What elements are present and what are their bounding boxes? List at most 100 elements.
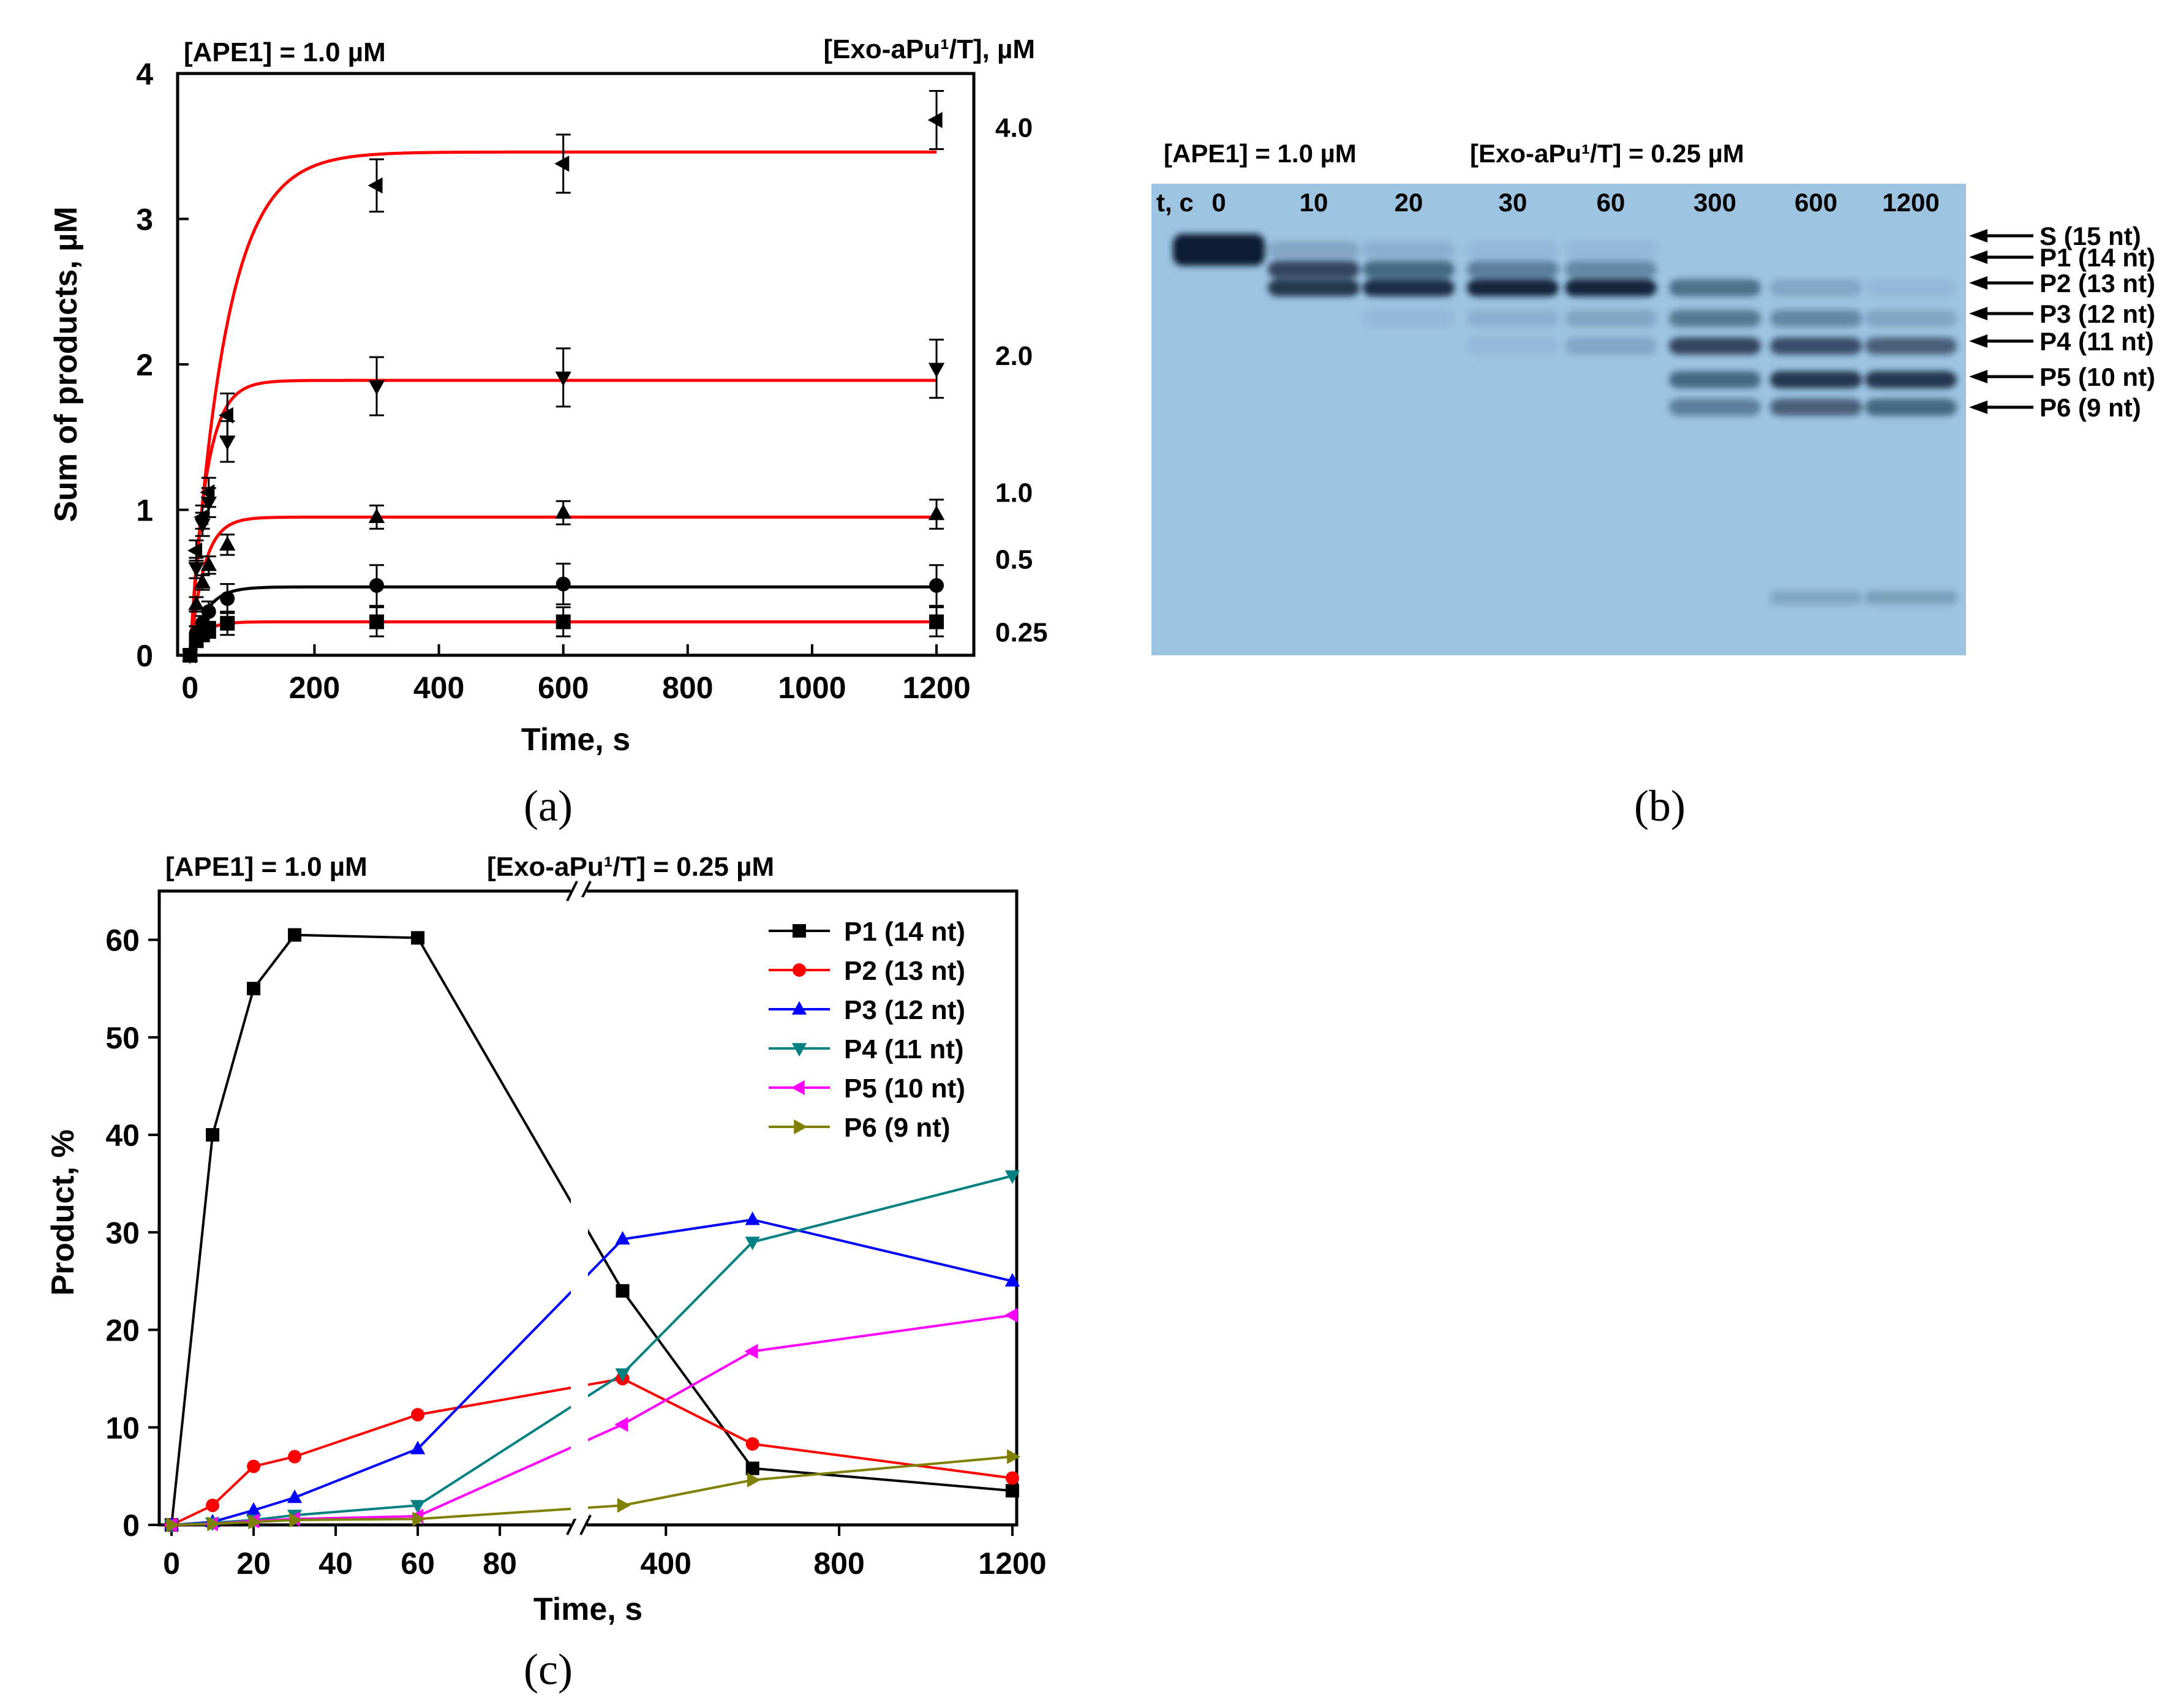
gel-band-label: P5 (10 nt) [2040,363,2155,391]
gel-lane-label: 10 [1300,188,1328,217]
panel-c-data-point [246,1502,262,1516]
panel-a-data-point [928,363,945,378]
panel-c-x-tick-label: 400 [641,1546,691,1581]
gel-band [1268,261,1360,278]
panel-c-data-points [163,928,1021,1533]
panel-a-x-tick-label: 200 [289,671,340,705]
panel-c-data-point [288,1450,302,1464]
panel-c-data-point [615,1368,630,1382]
panel-c-x-tick-label: 20 [236,1546,271,1581]
panel-a-title-left: [APE1] = 1.0 µM [184,37,386,67]
panel-a-x-tick-label: 1000 [778,671,846,705]
panel-c-series-line [171,1175,1013,1526]
panel-a-data-point [369,614,384,630]
panel-c-series-lines [170,897,1013,1526]
gel-band [1865,399,1957,416]
panel-c-data-point [410,1500,426,1514]
panel-a-data-point [555,371,571,386]
gel-band [1565,337,1657,355]
panel-c-y-tick-label: 10 [105,1411,140,1445]
panel-a-y-tick-label: 2 [136,348,153,382]
gel-band [1865,310,1957,327]
panel-c-x-tick-label: 40 [318,1546,353,1581]
panel-c-data-point [411,1408,425,1422]
panel-c-data-point [166,1517,180,1533]
panel-c-data-point [412,1511,426,1527]
panel-c-data-point [411,931,425,945]
panel-c-data-point [744,1344,758,1359]
panel-a-data-point [367,177,383,194]
panel-c-y-tick-label: 40 [105,1118,140,1153]
gel-arrow-head [1969,250,1987,264]
panel-c-series-line [171,1314,1013,1526]
panel-a-series-label: 2.0 [995,341,1033,371]
panel-a-x-axis-label: Time, s [521,722,630,758]
panel-a-x-tick-label: 400 [413,671,464,705]
gel-band [1669,399,1761,416]
panel-a-data-point [200,556,217,571]
panel-a-x-tick-label: 1200 [902,671,970,705]
panel-c-data-point [247,982,261,996]
panel-a-data-point [200,484,215,501]
gel-band-label: S (15 nt) [2040,222,2141,250]
gel-band [1467,279,1559,296]
panel-c-x-tick-label: 800 [813,1546,864,1581]
gel-arrow-head [1969,307,1987,320]
panel-a-data-point [929,578,944,593]
gel-arrow-head [1969,334,1987,348]
panel-a-data-point [201,604,216,619]
gel-lane-label: 0 [1211,188,1226,217]
panel-c-data-point [617,1498,631,1513]
panel-c-data-point [247,1459,261,1473]
gel-band-arrows: S (15 nt)P1 (14 nt)P2 (13 nt)P3 (12 nt)P… [1969,222,2155,422]
gel-band [1363,279,1455,296]
gel-band-label: P3 (12 nt) [2040,299,2155,328]
panel-c-series-line [171,1218,1013,1526]
panel-c-y-tick-label: 30 [105,1216,140,1250]
panel-c-series-line [170,933,1013,1526]
panel-c-data-point [615,1231,630,1245]
panel-c-y-axis-label: Product, % [45,1129,81,1296]
panel-a-data-point [927,111,943,129]
gel-band-label: P6 (9 nt) [2040,393,2141,422]
gel-band [1770,399,1862,416]
gel-band [1565,310,1657,327]
gel-band [1565,241,1657,258]
gel-arrow-head [1969,370,1987,383]
panel-c-data-point [614,1416,628,1432]
gel-band [1268,241,1360,258]
panel-c-plot-frame [157,889,1019,1527]
panel-c-y-tick-label: 0 [122,1508,140,1543]
panel-a-series-label: 0.5 [995,544,1033,574]
gel-band [1669,310,1761,327]
panel-c-line-break-gap [571,897,588,1519]
gel-band [1865,337,1957,355]
panel-c-x-tick-label: 60 [401,1546,435,1581]
gel-band [1268,279,1360,296]
panel-a-data-point [219,536,236,551]
gel-band [1770,310,1862,327]
panel-c-data-point [207,1516,221,1532]
panel-c-data-point [410,1440,426,1454]
panel-a-y-tick-label: 3 [136,203,153,237]
panel-c-x-axis-label: Time, s [533,1592,642,1627]
gel-lane-labels: 0 10 20 30 60 300 600 1200 [1211,188,1939,217]
panel-c-axis-break-mark [566,881,578,901]
panel-a-data-point [220,615,235,631]
gel-arrow-head [1969,229,1987,243]
gel-title-left: [APE1] = 1.0 µM [1164,139,1357,168]
gel-band [1865,591,1957,604]
panel-c-legend-marker [791,1001,807,1015]
gel-band [1467,337,1559,355]
panel-a-data-point [194,518,211,533]
panel-a-y-tick-label: 4 [136,57,153,91]
panel-a-data-point [556,614,571,630]
panel-a-error-bars [189,90,944,648]
panel-a-data-point [188,562,205,577]
panel-c-legend-label: P1 (14 nt) [844,917,965,947]
panel-c-legend-marker [791,1080,805,1096]
panel-c-data-point [287,1489,303,1503]
panel-c-data-point [1005,1471,1019,1485]
panel-a-data-point [369,578,384,593]
panel-b-gel: [APE1] = 1.0 µM [Exo-aPu¹/T] = 0.25 µM t… [1151,139,2155,655]
